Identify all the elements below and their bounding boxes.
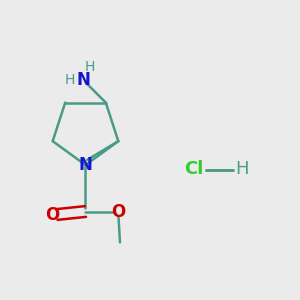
Text: Cl: Cl [184, 160, 203, 178]
Text: H: H [85, 60, 95, 74]
Text: H: H [64, 73, 75, 87]
Text: O: O [111, 202, 126, 220]
Text: O: O [45, 206, 60, 224]
Text: H: H [236, 160, 249, 178]
Text: N: N [76, 71, 90, 89]
Text: N: N [79, 156, 92, 174]
